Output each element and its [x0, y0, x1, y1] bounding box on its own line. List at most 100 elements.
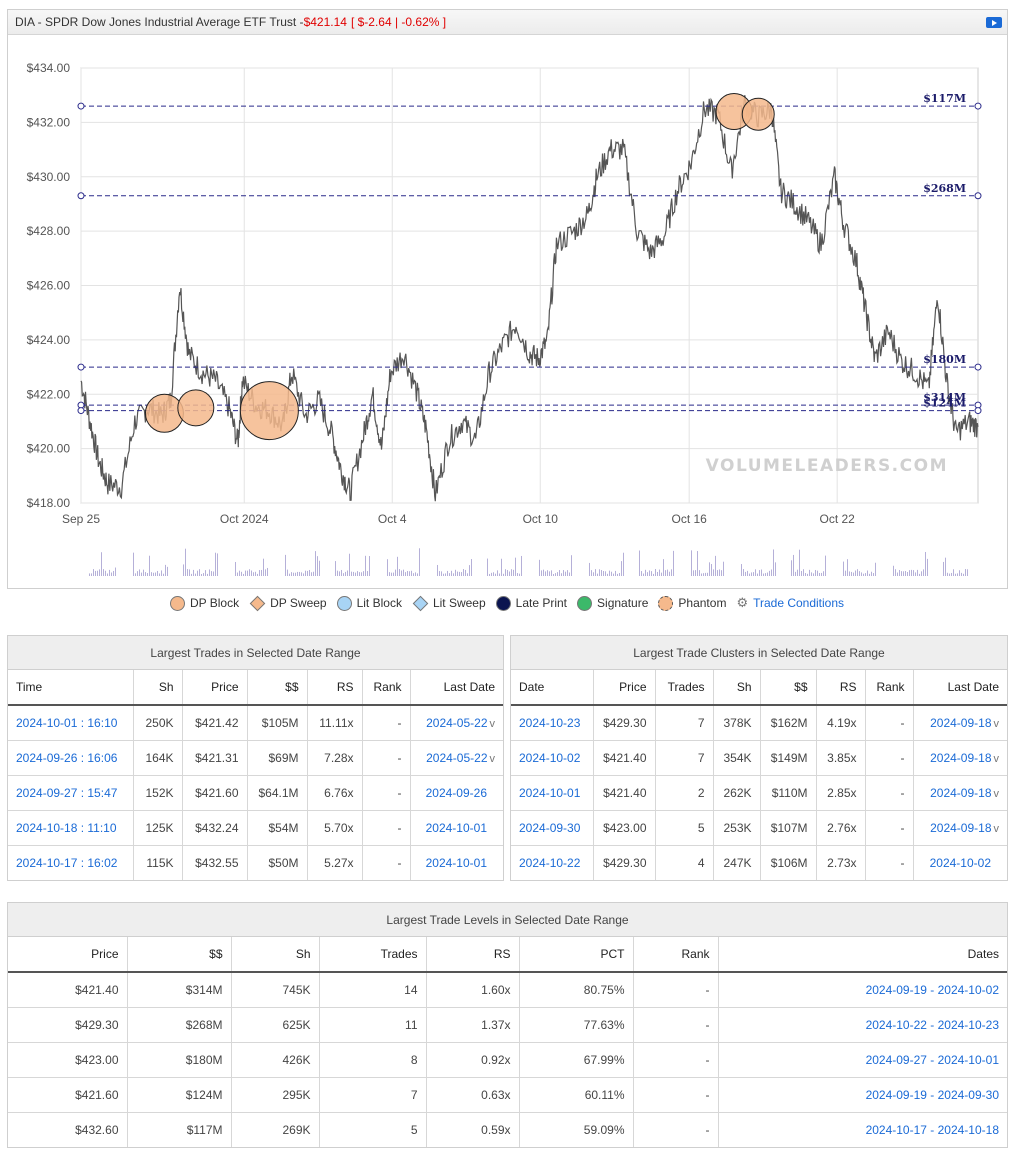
legend-item[interactable]: ⚙ Trade Conditions: [736, 595, 844, 611]
column-header[interactable]: Last Date: [913, 670, 1007, 706]
cluster-rs: 2.73x: [816, 844, 866, 880]
legend-item[interactable]: Phantom: [658, 595, 726, 611]
level-dates-link[interactable]: 2024-09-27 - 2024-10-01: [718, 1041, 1007, 1077]
column-header[interactable]: Dates: [718, 937, 1007, 973]
column-header[interactable]: RS: [816, 670, 866, 706]
dropdown-mark[interactable]: v: [489, 752, 496, 765]
column-header[interactable]: $$: [760, 670, 817, 706]
column-header[interactable]: Price: [8, 937, 128, 973]
trade-last-date-link-text[interactable]: 2024-10-01: [425, 855, 487, 870]
column-header[interactable]: Date: [511, 670, 594, 706]
trade-last-date-link[interactable]: 2024-05-22 v: [410, 739, 503, 775]
cluster-date-link[interactable]: 2024-10-01: [511, 774, 594, 810]
cluster-last-date-link-text[interactable]: 2024-09-18: [930, 785, 992, 800]
legend-item[interactable]: DP Block: [169, 595, 239, 611]
cluster-date-link-text[interactable]: 2024-09-30: [519, 820, 581, 835]
cluster-date-link-text[interactable]: 2024-10-02: [519, 750, 581, 765]
column-header[interactable]: Sh: [133, 670, 183, 706]
dropdown-mark[interactable]: v: [993, 717, 1000, 730]
legend-item[interactable]: Lit Block: [336, 595, 402, 611]
cluster-last-date-link[interactable]: 2024-10-02: [913, 844, 1007, 880]
trade-time-link[interactable]: 2024-09-26 : 16:06: [8, 739, 134, 775]
level-dates-link[interactable]: 2024-09-19 - 2024-09-30: [718, 1076, 1007, 1112]
level-dates-link-text[interactable]: 2024-10-22 - 2024-10-23: [865, 1017, 999, 1032]
column-header[interactable]: Sh: [231, 937, 320, 973]
cluster-date-link[interactable]: 2024-09-30: [511, 809, 594, 845]
column-header[interactable]: Rank: [633, 937, 719, 973]
trade-last-date-link[interactable]: 2024-09-26: [410, 774, 503, 810]
level-dates-link-text[interactable]: 2024-09-27 - 2024-10-01: [865, 1052, 999, 1067]
column-header[interactable]: $$: [247, 670, 308, 706]
cluster-last-date-link[interactable]: 2024-09-18 v: [913, 704, 1007, 740]
trade-time-link[interactable]: 2024-10-17 : 16:02: [8, 844, 134, 880]
column-header[interactable]: Sh: [713, 670, 761, 706]
column-header[interactable]: RS: [307, 670, 363, 706]
cluster-last-date-link-text[interactable]: 2024-09-18: [930, 715, 992, 730]
cluster-date-link[interactable]: 2024-10-22: [511, 844, 594, 880]
cluster-date-link-text[interactable]: 2024-10-01: [519, 785, 581, 800]
volume-bar: [413, 573, 414, 576]
cluster-trades: 2: [655, 774, 714, 810]
volume-bar: [875, 562, 876, 576]
column-header[interactable]: Last Date: [410, 670, 503, 706]
cluster-last-date-link[interactable]: 2024-09-18 v: [913, 809, 1007, 845]
level-dates-link-text[interactable]: 2024-09-19 - 2024-09-30: [865, 1087, 999, 1102]
trade-shares-text: 152K: [145, 785, 174, 800]
volume-bar: [507, 570, 508, 576]
volume-bar: [147, 573, 148, 576]
trade-last-date-link-text[interactable]: 2024-05-22: [426, 750, 488, 765]
legend-item[interactable]: Lit Sweep: [412, 595, 486, 611]
level-dates-link-text[interactable]: 2024-09-19 - 2024-10-02: [865, 982, 999, 997]
price-chart[interactable]: $434.00 $432.00 $430.00 $428.00 $426.00 $424.…: [8, 36, 1007, 589]
trade-time-link-text[interactable]: 2024-10-01 : 16:10: [16, 715, 118, 730]
legend-item[interactable]: Signature: [577, 595, 648, 611]
dropdown-mark[interactable]: v: [993, 822, 1000, 835]
cluster-last-date-link[interactable]: 2024-09-18 v: [913, 774, 1007, 810]
video-icon[interactable]: [986, 17, 1002, 28]
trade-last-date-link[interactable]: 2024-10-01: [410, 844, 503, 880]
level-dates-link-text[interactable]: 2024-10-17 - 2024-10-18: [865, 1122, 999, 1137]
volume-bar: [643, 573, 644, 576]
x-tick-label: Oct 22: [819, 512, 855, 526]
trade-time-link[interactable]: 2024-09-27 : 15:47: [8, 774, 134, 810]
trade-last-date-link[interactable]: 2024-05-22 v: [410, 704, 503, 740]
trade-time-link[interactable]: 2024-10-18 : 11:10: [8, 809, 134, 845]
column-header[interactable]: Price: [182, 670, 248, 706]
trade-time-link-text[interactable]: 2024-09-26 : 16:06: [16, 750, 118, 765]
dropdown-mark[interactable]: v: [993, 787, 1000, 800]
level-dates-link[interactable]: 2024-10-22 - 2024-10-23: [718, 1006, 1007, 1042]
column-header[interactable]: Rank: [362, 670, 411, 706]
trade-time-link[interactable]: 2024-10-01 : 16:10: [8, 704, 134, 740]
trade-last-date-link[interactable]: 2024-10-01: [410, 809, 503, 845]
cluster-last-date-link[interactable]: 2024-09-18 v: [913, 739, 1007, 775]
cluster-last-date-link-text[interactable]: 2024-09-18: [930, 820, 992, 835]
level-dates-link[interactable]: 2024-09-19 - 2024-10-02: [718, 971, 1007, 1007]
column-header[interactable]: Time: [8, 670, 134, 706]
column-header[interactable]: Trades: [655, 670, 714, 706]
trade-time-link-text[interactable]: 2024-10-18 : 11:10: [16, 820, 117, 835]
column-header[interactable]: Price: [593, 670, 656, 706]
level-handle: [974, 407, 982, 415]
cluster-date-link-text[interactable]: 2024-10-23: [519, 715, 581, 730]
column-header[interactable]: Trades: [319, 937, 427, 973]
dropdown-mark[interactable]: v: [993, 752, 1000, 765]
legend-item[interactable]: Late Print: [495, 595, 567, 611]
trade-last-date-link-text[interactable]: 2024-09-26: [425, 785, 487, 800]
legend-item[interactable]: DP Sweep: [249, 595, 327, 611]
column-header[interactable]: RS: [426, 937, 520, 973]
trade-last-date-link-text[interactable]: 2024-05-22: [426, 715, 488, 730]
cluster-date-link[interactable]: 2024-10-23: [511, 704, 594, 740]
column-header[interactable]: PCT: [519, 937, 634, 973]
cluster-last-date-link-text[interactable]: 2024-10-02: [929, 855, 991, 870]
table-row: $429.30 $268M 625K 11 1.37x 77.63% - 2024-10-22…: [8, 1006, 1007, 1042]
column-header[interactable]: Rank: [865, 670, 914, 706]
column-header[interactable]: $$: [127, 937, 232, 973]
cluster-date-link[interactable]: 2024-10-02: [511, 739, 594, 775]
level-dates-link[interactable]: 2024-10-17 - 2024-10-18: [718, 1111, 1007, 1147]
trade-time-link-text[interactable]: 2024-09-27 : 15:47: [16, 785, 118, 800]
dropdown-mark[interactable]: v: [489, 717, 496, 730]
cluster-last-date-link-text[interactable]: 2024-09-18: [930, 750, 992, 765]
cluster-date-link-text[interactable]: 2024-10-22: [519, 855, 581, 870]
trade-last-date-link-text[interactable]: 2024-10-01: [425, 820, 487, 835]
trade-time-link-text[interactable]: 2024-10-17 : 16:02: [16, 855, 118, 870]
